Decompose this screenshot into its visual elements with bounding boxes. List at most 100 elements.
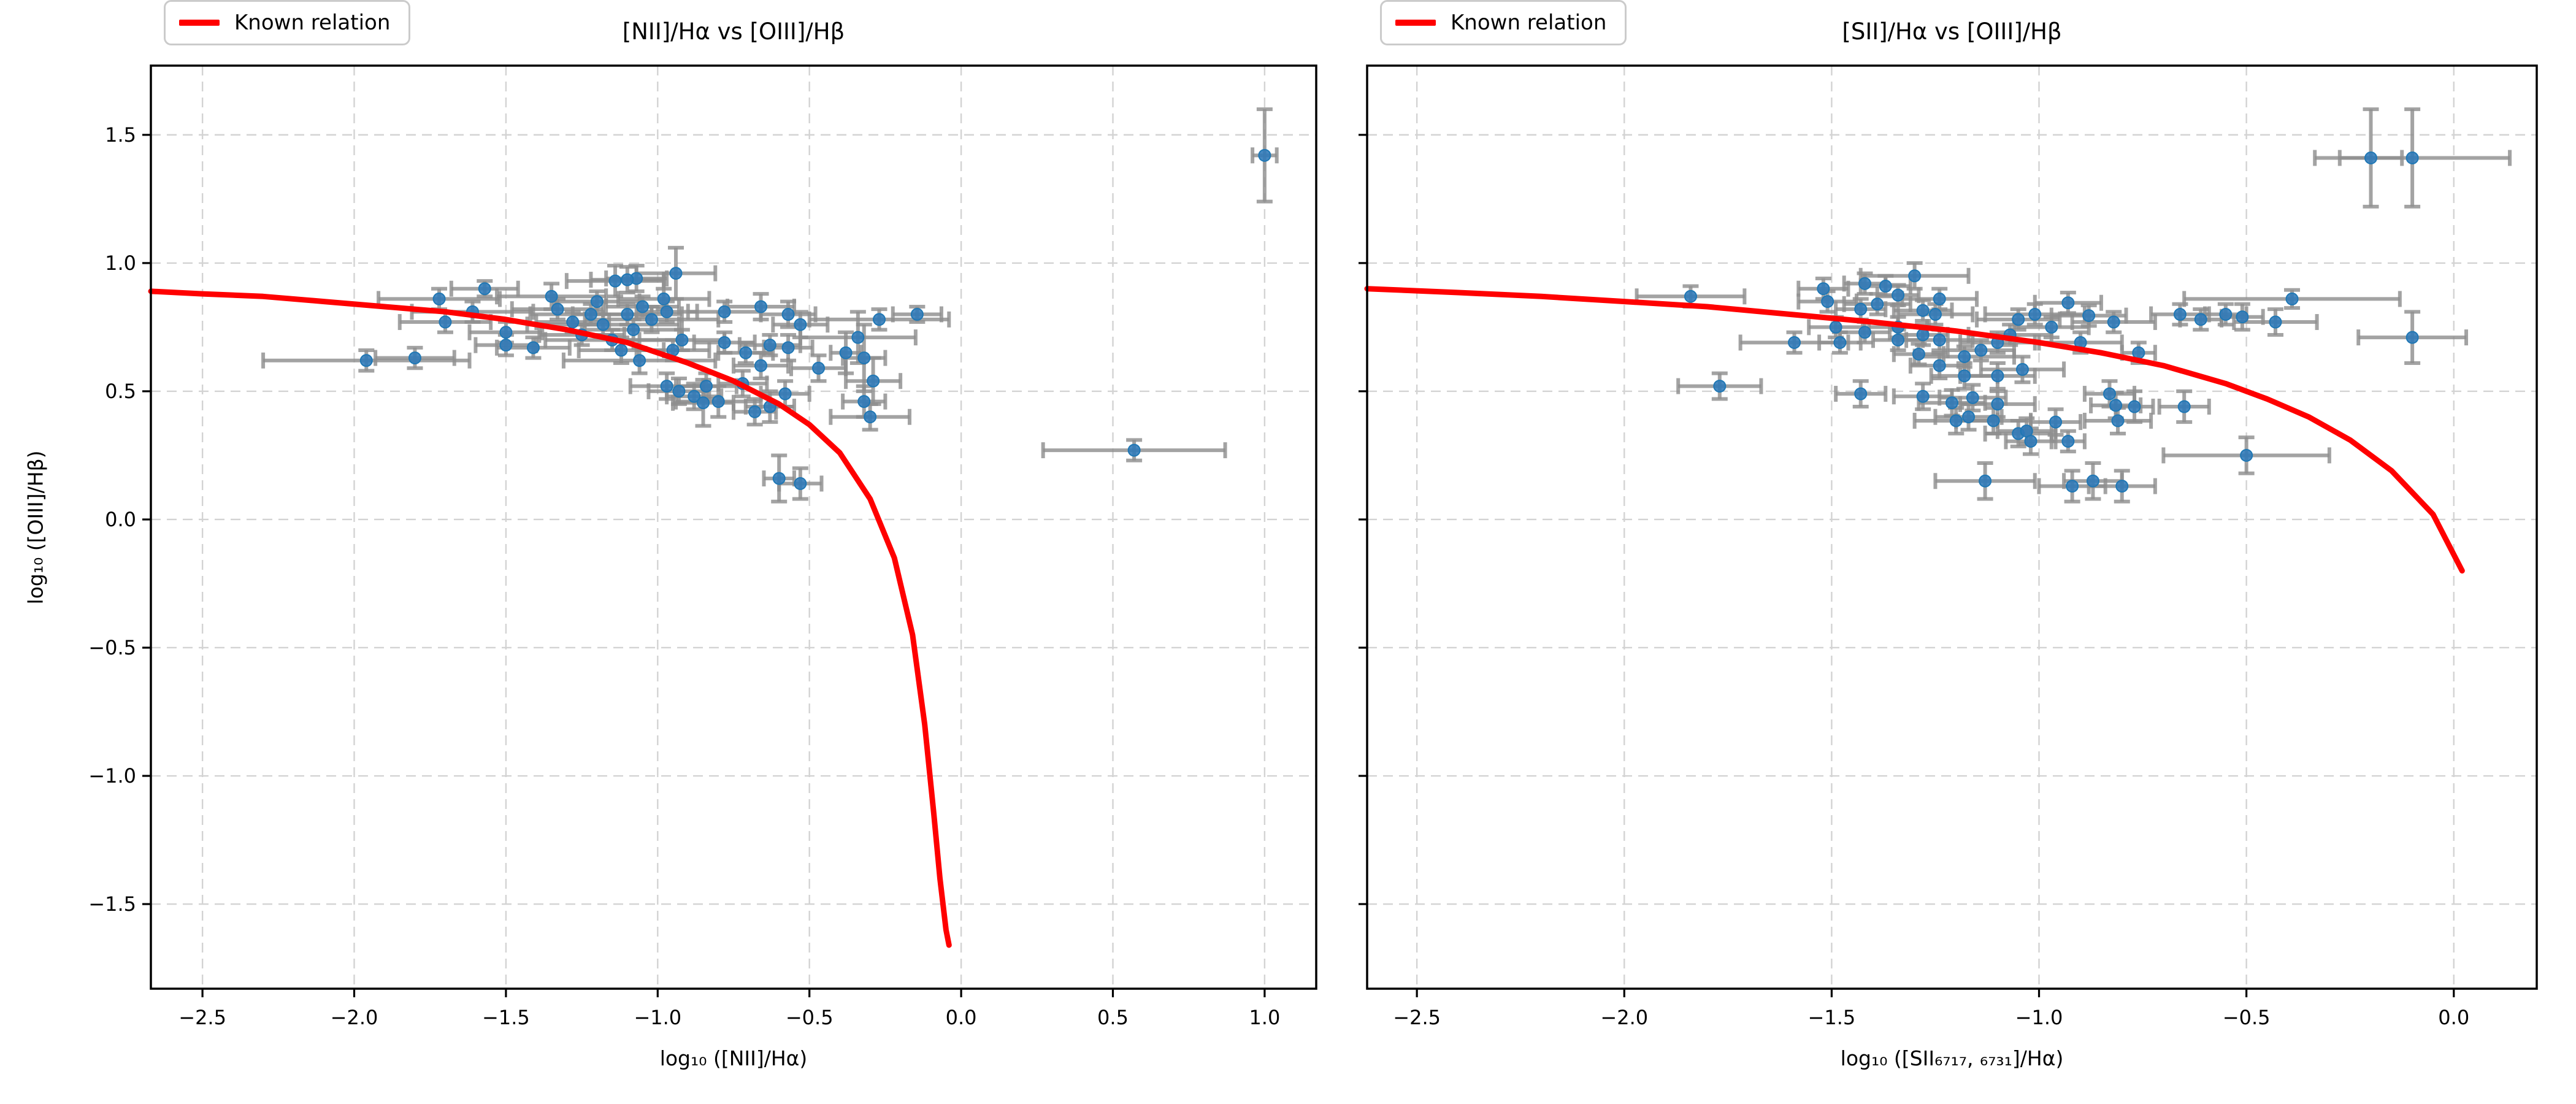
data-point bbox=[1788, 336, 1801, 349]
data-point bbox=[2086, 474, 2099, 488]
data-point bbox=[739, 346, 753, 359]
data-point bbox=[551, 302, 564, 316]
panel-title-sii: [SII]/Hα vs [OIII]/Hβ bbox=[1842, 18, 2062, 45]
y-tick-label: 1.0 bbox=[105, 251, 136, 275]
x-tick-label: 0.0 bbox=[946, 1006, 977, 1029]
data-point bbox=[2012, 313, 2025, 326]
data-point bbox=[621, 273, 634, 286]
data-point bbox=[794, 477, 807, 490]
data-point bbox=[2045, 320, 2058, 334]
data-point bbox=[1987, 414, 2000, 427]
data-point bbox=[839, 346, 853, 359]
data-point bbox=[1916, 389, 1930, 403]
data-point bbox=[2061, 296, 2075, 310]
data-point bbox=[1912, 347, 1925, 361]
x-tick-label: 1.0 bbox=[1249, 1006, 1280, 1029]
data-point bbox=[1979, 474, 1992, 488]
legend-line-sample bbox=[1395, 20, 1436, 26]
data-point bbox=[1991, 369, 2004, 383]
data-point bbox=[633, 354, 646, 367]
x-tick-label: −2.5 bbox=[178, 1006, 226, 1029]
data-point bbox=[2173, 308, 2187, 321]
data-point bbox=[1916, 304, 1930, 317]
data-point bbox=[1916, 328, 1930, 342]
data-point bbox=[851, 331, 865, 344]
y-tick-label: 0.0 bbox=[105, 508, 136, 531]
data-point bbox=[2285, 292, 2299, 305]
data-point bbox=[2024, 434, 2037, 448]
x-tick-label: 0.0 bbox=[2438, 1006, 2469, 1029]
data-point bbox=[545, 289, 558, 303]
data-point bbox=[697, 396, 710, 410]
data-point bbox=[1858, 326, 1871, 339]
data-point bbox=[636, 300, 650, 313]
data-point bbox=[584, 308, 597, 321]
data-point bbox=[439, 315, 452, 329]
data-point bbox=[1933, 292, 1946, 305]
data-point bbox=[1958, 369, 1971, 383]
data-point bbox=[1684, 289, 1697, 303]
data-point bbox=[688, 389, 701, 403]
data-point bbox=[660, 380, 673, 393]
data-point bbox=[1966, 391, 1979, 404]
axes-spines bbox=[1366, 64, 2538, 990]
legend-line-sample bbox=[179, 20, 220, 26]
x-tick-label: −1.0 bbox=[2015, 1006, 2063, 1029]
data-point bbox=[2194, 313, 2207, 326]
data-point bbox=[566, 315, 580, 329]
data-point bbox=[1928, 308, 1942, 321]
data-point bbox=[1974, 343, 1988, 357]
y-tick-label: −1.5 bbox=[88, 892, 136, 916]
legend-label: Known relation bbox=[234, 10, 391, 35]
data-point bbox=[660, 305, 673, 318]
data-point bbox=[478, 282, 491, 296]
data-point bbox=[2240, 448, 2253, 462]
data-point bbox=[1991, 397, 2004, 411]
data-point bbox=[1258, 148, 1271, 162]
x-tick-label: −0.5 bbox=[2223, 1006, 2271, 1029]
x-tick-label: −1.5 bbox=[1808, 1006, 1856, 1029]
data-point bbox=[2049, 415, 2063, 429]
data-point bbox=[1892, 333, 1905, 347]
x-tick-label: −1.0 bbox=[634, 1006, 681, 1029]
x-tick-label: −0.5 bbox=[786, 1006, 834, 1029]
data-point bbox=[621, 308, 634, 321]
y-tick-label: 0.5 bbox=[105, 380, 136, 403]
data-point bbox=[359, 354, 373, 367]
data-point bbox=[596, 318, 610, 331]
data-point bbox=[699, 380, 713, 393]
data-point bbox=[608, 274, 622, 288]
data-point bbox=[812, 361, 826, 375]
data-point bbox=[2103, 387, 2116, 401]
y-axis-label-oiii: log₁₀ ([OIII]/Hβ) bbox=[23, 450, 48, 604]
data-point bbox=[1829, 320, 1842, 334]
data-point bbox=[672, 385, 686, 398]
x-axis-label-sii: log₁₀ ([SII₆₇₁₇, ₆₇₃₁]/Hα) bbox=[1840, 1046, 2064, 1070]
data-point bbox=[645, 313, 658, 326]
data-point bbox=[1958, 350, 1971, 363]
data-point bbox=[1949, 414, 1963, 427]
data-point bbox=[1908, 269, 1922, 283]
data-point bbox=[778, 387, 792, 401]
data-point bbox=[1933, 333, 1946, 347]
data-point bbox=[1962, 410, 1976, 424]
data-point bbox=[748, 405, 762, 418]
data-point bbox=[1817, 282, 1830, 296]
data-point bbox=[772, 472, 786, 485]
x-tick-label: −1.5 bbox=[482, 1006, 530, 1029]
x-tick-label: −2.0 bbox=[1600, 1006, 1648, 1029]
data-point bbox=[2364, 151, 2378, 164]
data-point bbox=[1821, 295, 1834, 309]
data-point bbox=[1933, 359, 1946, 372]
data-point bbox=[2236, 310, 2249, 324]
data-point bbox=[2405, 331, 2419, 344]
known-relation-curve bbox=[148, 288, 952, 948]
data-point bbox=[499, 326, 513, 339]
x-tick-label: −2.0 bbox=[331, 1006, 378, 1029]
panel-title-nii: [NII]/Hα vs [OIII]/Hβ bbox=[622, 18, 845, 45]
legend-box-left: Known relation bbox=[164, 0, 411, 45]
data-point bbox=[499, 339, 513, 352]
legend-box-right: Known relation bbox=[1380, 0, 1627, 45]
data-point bbox=[754, 300, 768, 313]
